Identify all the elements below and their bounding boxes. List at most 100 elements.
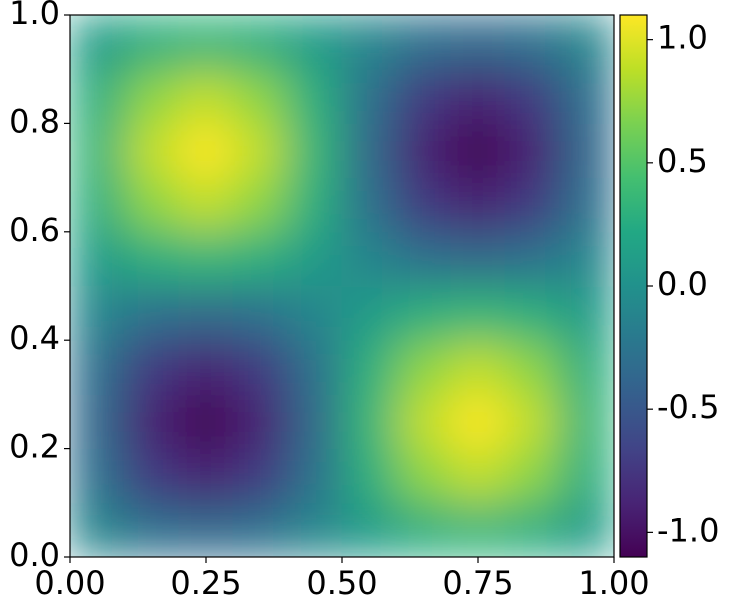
heatmap-cell xyxy=(287,68,343,124)
heatmap-cell xyxy=(504,177,561,233)
heatmap-cell xyxy=(559,15,614,70)
heatmap-cell xyxy=(70,122,125,179)
colorbar-tick-label: 0.0 xyxy=(657,265,708,303)
heatmap-cell xyxy=(123,393,180,450)
heatmap-cell xyxy=(287,285,343,341)
heatmap-cell xyxy=(341,339,397,395)
heatmap-cell xyxy=(123,502,180,557)
heatmap-cell xyxy=(123,339,180,395)
heatmap-cell xyxy=(178,393,234,450)
heatmap-cell xyxy=(559,68,614,124)
heatmap-cell xyxy=(341,231,397,287)
heatmap-cell xyxy=(287,339,343,395)
heatmap-cell xyxy=(395,339,452,395)
heatmap-cell xyxy=(232,393,289,450)
heatmap-cell xyxy=(395,502,452,557)
heatmap-cell xyxy=(450,122,506,179)
heatmap-cell xyxy=(504,393,561,450)
colorbar-tick-label: -0.5 xyxy=(657,388,719,426)
heatmap-cell xyxy=(450,448,506,504)
x-tick-label: 0.75 xyxy=(442,564,513,602)
heatmap-cell xyxy=(504,448,561,504)
heatmap-cell xyxy=(450,285,506,341)
heatmap-cell xyxy=(559,231,614,287)
colorbar-tick-label: 1.0 xyxy=(657,19,708,57)
heatmap xyxy=(70,15,614,557)
heatmap-cell xyxy=(395,68,452,124)
heatmap-cell xyxy=(341,68,397,124)
heatmap-cell xyxy=(70,68,125,124)
heatmap-cell xyxy=(341,448,397,504)
heatmap-cell xyxy=(395,231,452,287)
heatmap-cell xyxy=(559,393,614,450)
heatmap-cell xyxy=(178,502,234,557)
heatmap-cell xyxy=(559,285,614,341)
heatmap-cell xyxy=(395,122,452,179)
heatmap-cell xyxy=(70,177,125,233)
heatmap-cell xyxy=(123,15,180,70)
heatmap-cell xyxy=(450,177,506,233)
heatmap-cell xyxy=(123,231,180,287)
heatmap-cell xyxy=(504,15,561,70)
heatmap-cell xyxy=(232,285,289,341)
heatmap-cell xyxy=(70,393,125,450)
heatmap-cell xyxy=(395,393,452,450)
heatmap-cell xyxy=(232,122,289,179)
heatmap-cell xyxy=(395,448,452,504)
heatmap-cell xyxy=(450,68,506,124)
x-tick-label: 0.50 xyxy=(306,564,377,602)
heatmap-cell xyxy=(504,122,561,179)
x-tick-label: 1.00 xyxy=(578,564,649,602)
heatmap-cell xyxy=(232,448,289,504)
heatmap-cell xyxy=(559,339,614,395)
heatmap-cell xyxy=(123,68,180,124)
y-tick-label: 0.4 xyxy=(9,319,60,357)
heatmap-cell xyxy=(123,285,180,341)
colorbar-tick-label: 0.5 xyxy=(657,142,708,180)
heatmap-cell xyxy=(450,393,506,450)
heatmap-cell xyxy=(504,231,561,287)
x-tick-label: 0.00 xyxy=(34,564,105,602)
heatmap-cell xyxy=(232,15,289,70)
heatmap-cell xyxy=(341,122,397,179)
heatmap-cell xyxy=(287,122,343,179)
heatmap-cell xyxy=(178,448,234,504)
heatmap-cell xyxy=(123,448,180,504)
heatmap-cell xyxy=(123,122,180,179)
heatmap-cell xyxy=(341,285,397,341)
heatmap-cell xyxy=(232,231,289,287)
plot-area xyxy=(70,15,614,557)
heatmap-cell xyxy=(123,177,180,233)
heatmap-cell xyxy=(395,15,452,70)
colorbar-tick-label: -1.0 xyxy=(657,511,719,549)
y-tick-label: 0.0 xyxy=(9,536,60,574)
heatmap-cell xyxy=(559,177,614,233)
y-tick-label: 0.6 xyxy=(9,211,60,249)
heatmap-cell xyxy=(178,285,234,341)
heatmap-cell xyxy=(178,122,234,179)
heatmap-cell xyxy=(287,393,343,450)
heatmap-cell xyxy=(559,122,614,179)
heatmap-cell xyxy=(559,448,614,504)
heatmap-cell xyxy=(178,339,234,395)
heatmap-cell xyxy=(450,15,506,70)
heatmap-cell xyxy=(70,502,125,557)
heatmap-cell xyxy=(70,15,125,70)
heatmap-cell xyxy=(287,231,343,287)
heatmap-cell xyxy=(287,448,343,504)
heatmap-cell xyxy=(232,68,289,124)
heatmap-cell xyxy=(178,15,234,70)
heatmap-cell xyxy=(178,177,234,233)
heatmap-cell xyxy=(504,339,561,395)
x-tick-label: 0.25 xyxy=(170,564,241,602)
heatmap-cell xyxy=(232,177,289,233)
heatmap-cell xyxy=(341,393,397,450)
heatmap-cell xyxy=(450,502,506,557)
heatmap-cell xyxy=(450,339,506,395)
heatmap-cell xyxy=(70,231,125,287)
heatmap-cell xyxy=(70,285,125,341)
heatmap-cell xyxy=(341,15,397,70)
heatmap-cell xyxy=(287,177,343,233)
heatmap-cell xyxy=(232,502,289,557)
